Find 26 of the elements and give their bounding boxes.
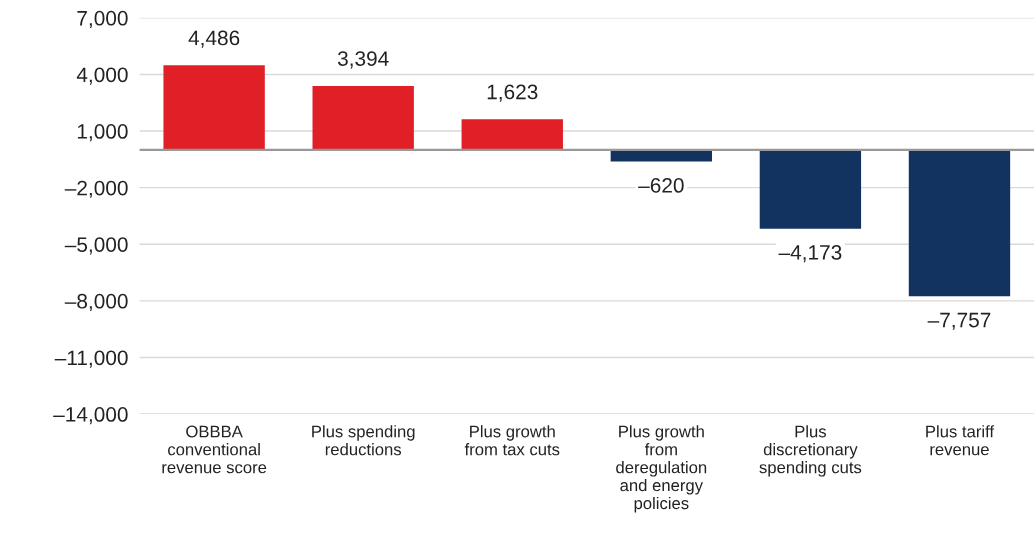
bar: [908, 149, 1011, 297]
bar: [461, 119, 563, 150]
x-tick-label: Plus growth from tax cuts: [464, 425, 560, 456]
y-tick-label: –2,000: [64, 180, 128, 198]
x-tick-label: OBBBA conventional revenue score: [162, 425, 267, 474]
data-label: 4,486: [188, 30, 240, 48]
data-label: –7,757: [927, 312, 991, 330]
x-tick-label: Plus tariff revenue: [926, 425, 995, 456]
data-label: –620: [638, 178, 684, 193]
bar: [759, 149, 862, 229]
data-label: –4,173: [778, 245, 842, 263]
x-tick-label: Plus spending reductions: [312, 425, 415, 456]
y-tick-label: –8,000: [64, 293, 128, 312]
x-tick-label: Plus growth from deregulation and energy policies: [616, 425, 707, 513]
bar: [312, 85, 414, 150]
x-tick-label: Plus discretionary spending cuts: [759, 425, 862, 477]
data-label: 1,623: [487, 84, 538, 102]
y-tick-label: –5,000: [64, 237, 128, 255]
y-tick-label: 1,000: [77, 124, 128, 142]
bar: [610, 149, 713, 162]
y-tick-label: –11,000: [54, 350, 128, 368]
bar: [163, 65, 265, 150]
y-tick-label: –14,000: [53, 407, 128, 425]
y-tick-label: 4,000: [76, 67, 128, 85]
data-label: 3,394: [337, 51, 389, 69]
y-tick-label: 7,000: [77, 10, 128, 29]
